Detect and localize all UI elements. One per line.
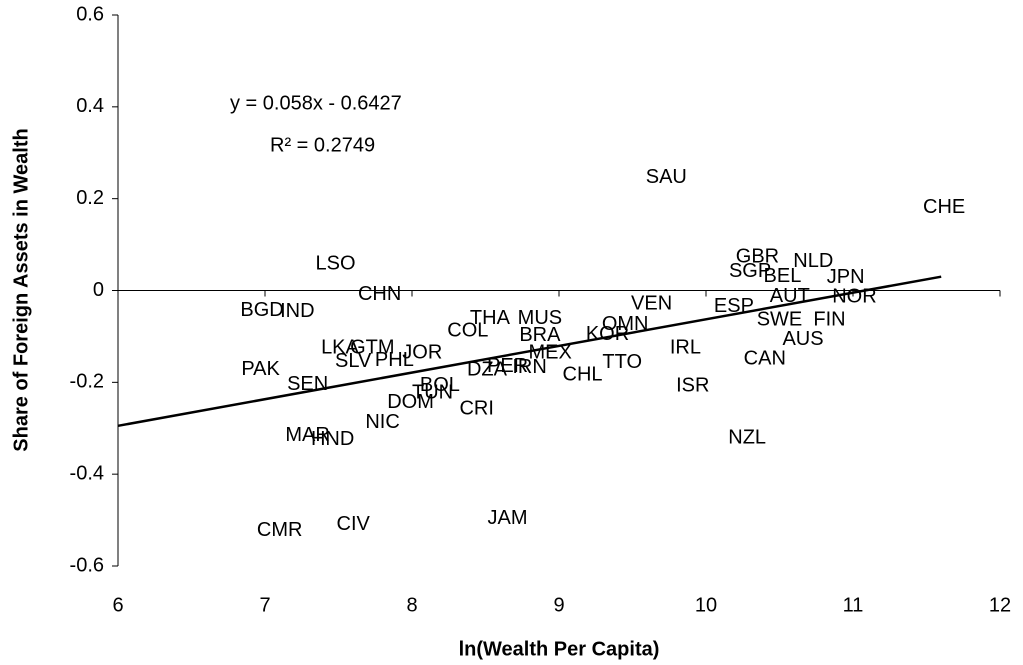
point-label: SAU: [646, 166, 687, 188]
point-label: THA: [470, 307, 511, 329]
point-label: GTM: [350, 337, 394, 359]
point-label: BGD: [240, 299, 283, 321]
point-label: MAR: [285, 424, 329, 446]
y-tick-label: -0.6: [70, 554, 104, 576]
point-label: MEX: [529, 342, 572, 364]
point-label: COL: [447, 320, 488, 342]
point-label: BEL: [764, 265, 802, 287]
point-label: NLD: [793, 250, 833, 272]
point-label: NZL: [728, 427, 766, 449]
equation: y = 0.058x - 0.6427: [230, 92, 402, 114]
y-tick-label: 0.4: [76, 95, 104, 117]
point-label: LSO: [316, 253, 356, 275]
point-label: LKA: [321, 337, 359, 359]
x-tick-label: 7: [259, 594, 270, 616]
point-label: IND: [280, 300, 314, 322]
y-tick-label: 0.6: [76, 3, 104, 25]
point-label: CHE: [923, 196, 965, 218]
point-label: SGP: [729, 260, 771, 282]
trendline: [117, 275, 942, 428]
point-label: IRL: [670, 337, 701, 359]
point-label: CHL: [563, 364, 603, 386]
x-tick-label: 9: [553, 594, 564, 616]
y-tick-label: 0.2: [76, 187, 104, 209]
x-tick-label: 11: [843, 594, 864, 616]
point-label: SWE: [757, 309, 803, 331]
point-label: DOM: [387, 391, 434, 413]
point-label: CIV: [337, 513, 371, 535]
x-tick-label: 6: [112, 594, 123, 616]
point-label: FIN: [813, 309, 845, 331]
point-label: BRA: [519, 324, 561, 346]
point-label: PER: [487, 355, 528, 377]
point-label: CAN: [744, 348, 786, 370]
point-label: IRN: [512, 356, 546, 378]
point-label: HND: [311, 428, 354, 450]
point-label: PAK: [241, 358, 280, 380]
point-label: AUS: [782, 328, 823, 350]
point-label: TTO: [602, 351, 642, 373]
point-label: BOL: [420, 374, 460, 396]
point-label: VEN: [631, 293, 672, 315]
y-tick-label: -0.2: [70, 371, 104, 393]
point-label: CMR: [257, 519, 303, 541]
x-axis-label: ln(Wealth Per Capita): [459, 638, 660, 660]
point-label: GBR: [736, 246, 779, 268]
x-tick-label: 10: [695, 594, 717, 616]
point-label: JOR: [402, 342, 442, 364]
x-tick-label: 12: [989, 594, 1011, 616]
point-label: DZA: [467, 359, 508, 381]
y-tick-label: -0.4: [70, 462, 104, 484]
y-tick-label: 0: [93, 279, 104, 301]
r-squared: R² = 0.2749: [270, 134, 375, 156]
point-label: MUS: [518, 307, 562, 329]
x-tick-label: 8: [406, 594, 417, 616]
y-axis-label: Share of Foreign Assets in Wealth: [10, 128, 32, 451]
point-label: CRI: [459, 398, 493, 420]
point-label: CHN: [358, 283, 401, 305]
point-label: JAM: [488, 507, 528, 529]
point-label: NIC: [365, 411, 399, 433]
point-label: TUN: [412, 382, 453, 404]
point-label: OMN: [602, 313, 649, 335]
point-label: SLV: [335, 350, 372, 372]
point-label: ISR: [676, 375, 709, 397]
point-label: PHL: [375, 349, 414, 371]
point-label: JPN: [827, 266, 865, 288]
